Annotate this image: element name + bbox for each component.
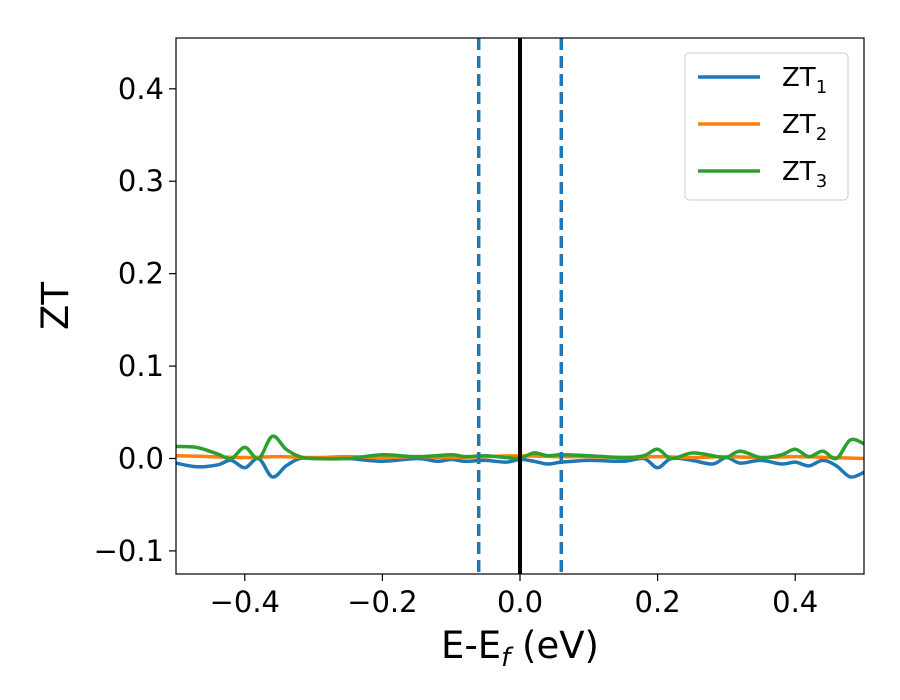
x-tick-label: −0.2 — [347, 585, 417, 619]
y-axis: −0.1 0.0 0.1 0.2 0.3 0.4 — [94, 72, 176, 568]
y-tick-label: 0.2 — [118, 257, 164, 291]
legend-label-zt2: ZT2 — [782, 110, 827, 145]
x-axis: −0.4 −0.2 0.0 0.2 0.4 — [210, 574, 818, 619]
x-tick-label: 0.4 — [772, 585, 818, 619]
legend-label-zt1: ZT1 — [782, 63, 827, 98]
y-tick-label: 0.3 — [118, 164, 164, 198]
y-tick-label: 0.4 — [118, 72, 164, 106]
legend-box — [684, 52, 849, 201]
x-axis-label: E-Ef (eV) — [441, 624, 599, 673]
legend-label-zt3: ZT3 — [782, 157, 827, 192]
series-line-zt1 — [176, 455, 864, 479]
x-tick-label: 0.0 — [497, 585, 543, 619]
y-tick-label: 0.1 — [118, 349, 164, 383]
x-tick-label: −0.4 — [210, 585, 280, 619]
y-tick-label: −0.1 — [94, 534, 164, 568]
y-tick-label: 0.0 — [118, 441, 164, 475]
x-axis-label-unit: (eV) — [510, 624, 599, 667]
x-tick-label: 0.2 — [635, 585, 681, 619]
vline-layer — [476, 38, 564, 574]
series-line-zt3 — [176, 434, 864, 461]
legend: ZT1 ZT2 ZT3 — [684, 52, 849, 201]
y-axis-label: ZT — [34, 282, 77, 330]
